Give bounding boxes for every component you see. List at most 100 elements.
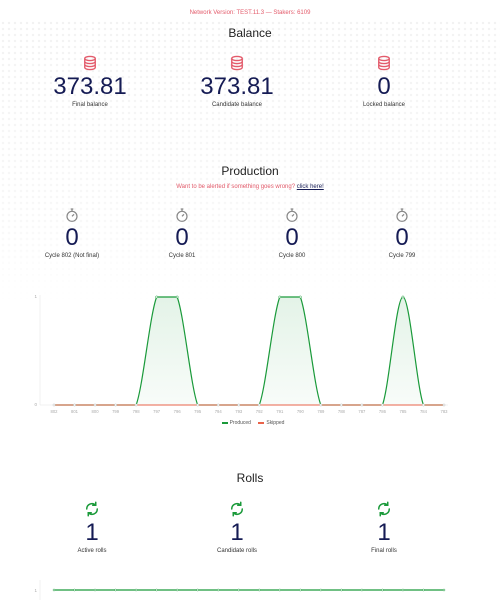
cycle-801-value: 0 <box>175 224 189 251</box>
alert-prompt: Want to be alerted if something goes wro… <box>0 184 500 190</box>
produced-point[interactable] <box>52 403 56 407</box>
rolls-point[interactable] <box>381 588 384 592</box>
produced-point[interactable] <box>93 403 97 407</box>
stopwatch-icon <box>286 208 298 222</box>
candidate-rolls-stat: 1 Candidate rolls <box>182 500 292 554</box>
x-tick-label: 794 <box>215 409 223 414</box>
refresh-icon <box>85 501 99 517</box>
cycle-801-stat: 0 Cycle 801 <box>127 207 237 259</box>
x-tick-label: 798 <box>133 409 141 414</box>
x-tick-label: 789 <box>317 409 325 414</box>
rolls-point[interactable] <box>360 588 364 592</box>
candidate-balance-stat: 373.81 Candidate balance <box>182 54 292 108</box>
rolls-point[interactable] <box>299 588 302 592</box>
x-tick-label: 800 <box>92 409 100 414</box>
final-rolls-label: Final rolls <box>371 548 397 554</box>
production-chart: 1 0 802 801 800 799 798 797 796 795 794 793 792 791… <box>34 294 449 414</box>
produced-area <box>54 297 444 405</box>
produced-point[interactable] <box>319 403 323 407</box>
rolls-point[interactable] <box>319 588 323 592</box>
x-tick-label: 792 <box>256 409 264 414</box>
rolls-point[interactable] <box>442 588 446 592</box>
x-tick-label: 795 <box>194 409 202 414</box>
locked-balance-value: 0 <box>377 73 391 100</box>
rolls-point[interactable] <box>340 588 343 592</box>
x-tick-label: 791 <box>276 409 284 414</box>
rolls-point[interactable] <box>196 588 199 592</box>
balance-title: Balance <box>228 26 272 40</box>
rolls-point[interactable] <box>73 588 76 592</box>
active-rolls-stat: 1 Active rolls <box>37 500 147 554</box>
produced-point[interactable] <box>114 403 117 407</box>
final-balance-value: 373.81 <box>53 73 127 100</box>
x-tick-label: 801 <box>71 409 79 414</box>
coins-icon <box>231 55 243 71</box>
stopwatch-icon <box>176 208 188 222</box>
x-tick-label: 790 <box>297 409 305 414</box>
produced-point[interactable] <box>298 295 302 299</box>
produced-point[interactable] <box>422 403 425 407</box>
chart-legend: Produced Skipped <box>0 420 500 426</box>
locked-balance-stat: 0 Locked balance <box>329 54 439 108</box>
rolls-point[interactable] <box>114 588 117 592</box>
produced-point[interactable] <box>257 403 261 407</box>
produced-point[interactable] <box>237 403 241 407</box>
x-tick-label: 802 <box>51 409 59 414</box>
network-version: Network Version: TEST.11.3 — Stakers: 61… <box>189 10 311 16</box>
rolls-chart: 1 <box>34 580 446 600</box>
legend-skipped[interactable]: Skipped <box>266 420 285 426</box>
cycle-800-stat: 0 Cycle 800 <box>237 207 347 259</box>
cycle-801-label: Cycle 801 <box>168 253 196 259</box>
x-tick-label: 784 <box>420 409 428 414</box>
produced-point[interactable] <box>401 295 405 299</box>
x-tick-label: 785 <box>399 409 407 414</box>
candidate-rolls-value: 1 <box>230 519 244 546</box>
produced-point[interactable] <box>216 403 220 407</box>
x-tick-label: 799 <box>112 409 120 414</box>
rolls-point[interactable] <box>175 588 179 592</box>
cycle-800-label: Cycle 800 <box>278 253 306 259</box>
legend-produced[interactable]: Produced <box>229 420 251 426</box>
rolls-point[interactable] <box>422 588 425 592</box>
produced-point[interactable] <box>134 403 138 407</box>
final-balance-stat: 373.81 Final balance <box>35 54 145 108</box>
produced-point[interactable] <box>340 403 343 407</box>
candidate-balance-label: Candidate balance <box>211 102 263 108</box>
rolls-point[interactable] <box>52 588 56 592</box>
rolls-point[interactable] <box>258 588 261 592</box>
produced-point[interactable] <box>278 295 282 299</box>
rolls-point[interactable] <box>216 588 220 592</box>
production-title: Production <box>221 164 279 178</box>
cycle-802-label: Cycle 802 (Not final) <box>44 253 100 259</box>
final-rolls-stat: 1 Final rolls <box>329 500 439 554</box>
rolls-point[interactable] <box>237 588 240 592</box>
coins-icon <box>378 55 390 71</box>
alert-text: Want to be alerted if something goes wro… <box>176 184 296 190</box>
x-tick-label: 793 <box>235 409 243 414</box>
x-tick-label: 797 <box>153 409 161 414</box>
produced-point[interactable] <box>175 295 179 299</box>
cycle-799-label: Cycle 799 <box>388 253 416 259</box>
rolls-point[interactable] <box>93 588 97 592</box>
produced-point[interactable] <box>73 403 76 407</box>
rolls-point[interactable] <box>155 588 158 592</box>
rolls-point[interactable] <box>401 588 405 592</box>
candidate-rolls-label: Candidate rolls <box>216 548 258 554</box>
cycle-799-value: 0 <box>395 224 409 251</box>
cycle-802-stat: 0 Cycle 802 (Not final) <box>17 207 127 259</box>
produced-point[interactable] <box>360 403 364 407</box>
produced-point[interactable] <box>442 403 446 407</box>
cycle-800-value: 0 <box>285 224 299 251</box>
rolls-point[interactable] <box>278 588 282 592</box>
alert-link[interactable]: click here! <box>296 184 324 190</box>
rolls-y-tick-1: 1 <box>34 588 37 593</box>
produced-point[interactable] <box>155 295 158 299</box>
produced-point[interactable] <box>196 403 200 407</box>
active-rolls-label: Active rolls <box>77 548 107 554</box>
rolls-point[interactable] <box>134 588 138 592</box>
produced-point[interactable] <box>381 403 384 407</box>
x-tick-label: 783 <box>441 409 449 414</box>
active-rolls-value: 1 <box>85 519 99 546</box>
produced-series-line <box>54 296 444 406</box>
y-tick-0: 0 <box>34 402 37 407</box>
